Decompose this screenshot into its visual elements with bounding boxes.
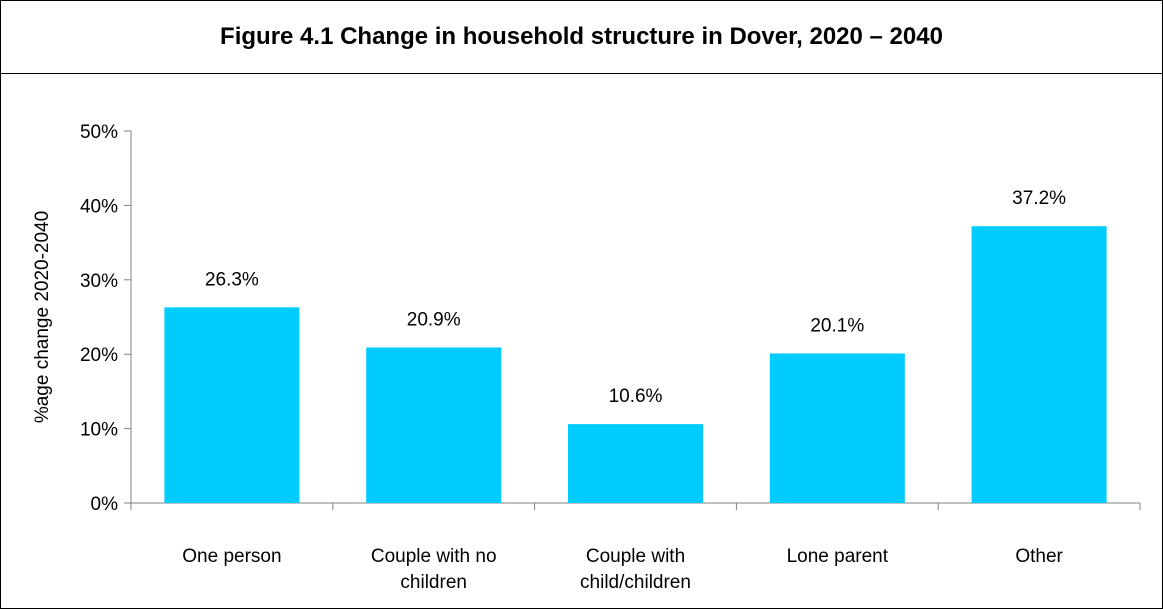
x-tick-label: child/children [580,572,691,593]
bar [568,424,703,503]
bar [164,307,300,503]
bar [366,347,502,503]
x-tick-label: children [400,572,467,593]
data-label: 26.3% [205,269,259,290]
y-tick-label: 10% [80,420,118,441]
x-tick-label: Couple with [586,546,685,567]
x-tick-label: Couple with no [371,546,497,567]
chart-title-bar: Figure 4.1 Change in household structure… [1,1,1162,74]
bar [971,226,1107,503]
y-tick-label: 20% [80,345,118,366]
data-label: 20.9% [407,310,461,331]
data-label: 37.2% [1012,188,1066,209]
bar [769,353,905,503]
y-tick-label: 0% [91,494,119,515]
data-label: 10.6% [609,386,663,407]
chart-title: Figure 4.1 Change in household structure… [220,23,943,50]
y-tick-label: 30% [80,271,118,292]
x-tick-label: Other [1015,546,1063,567]
y-tick-label: 40% [80,196,118,217]
y-tick-label: 50% [80,122,118,143]
x-tick-label: Lone parent [787,546,889,567]
x-tick-label: One person [182,546,281,567]
y-axis-label: %age change 2020-2040 [32,211,53,423]
data-label: 20.1% [810,315,864,336]
